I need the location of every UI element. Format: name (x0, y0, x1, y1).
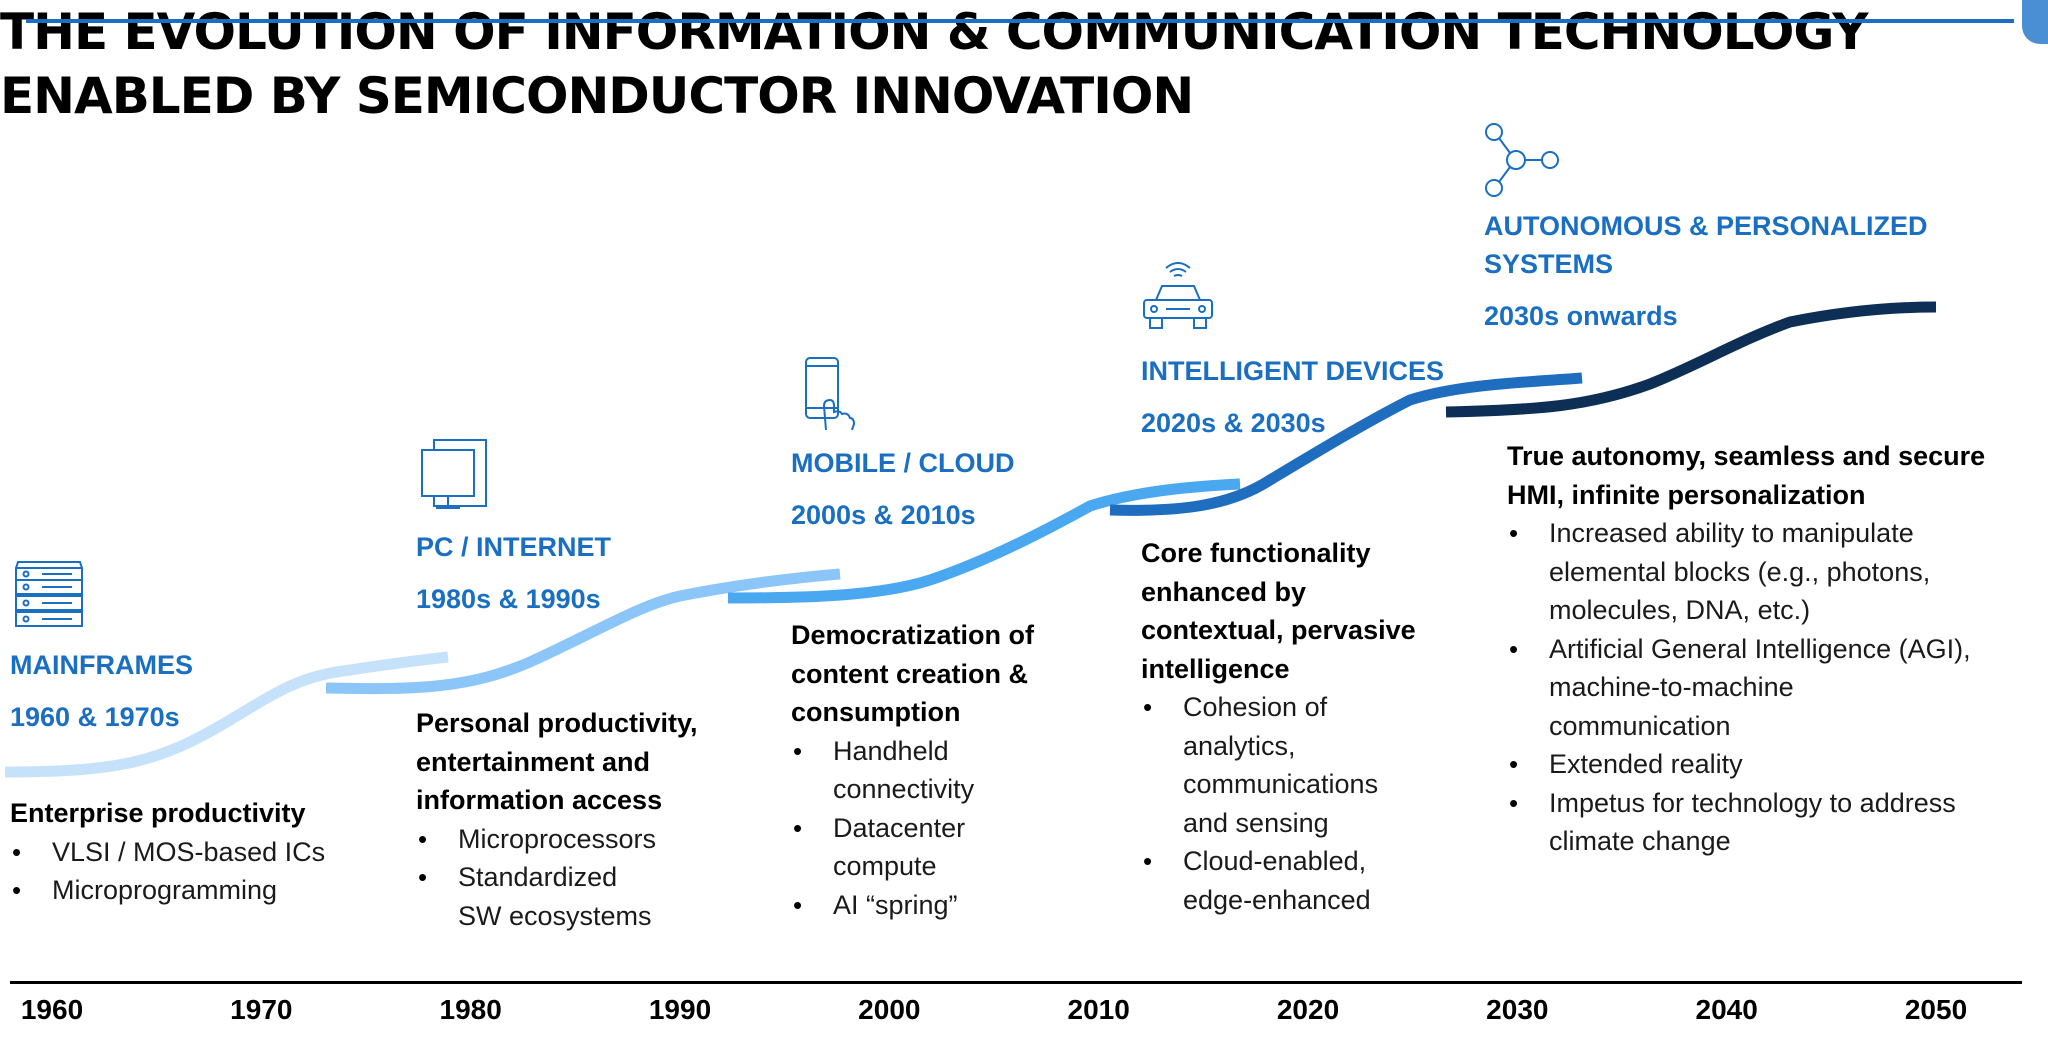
server-rack-icon (15, 561, 83, 627)
list-item: Cohesion of (1141, 688, 1416, 727)
title-line-1: THE EVOLUTION OF INFORMATION & COMMUNICA… (0, 3, 1869, 61)
curve-mobile-cloud (727, 478, 1241, 604)
list-item-continuation: connectivity (833, 774, 975, 804)
list-item-continuation: communication (1549, 710, 1731, 741)
network-nodes-icon (1485, 123, 1559, 197)
list-item: Extended reality (1507, 745, 1985, 784)
smartphone-touch-icon (805, 357, 856, 431)
era-autonomous-systems: AUTONOMOUS & PERSONALIZED SYSTEMS 2030s … (1484, 207, 1928, 335)
list-item-continuation: molecules, DNA, etc.) (1549, 595, 1811, 625)
desc-heading-line: entertainment and (416, 746, 651, 777)
list-item: Handheld (791, 732, 1034, 771)
curve-intelligent-devices (1109, 372, 1583, 516)
list-item: Cloud-enabled, (1141, 842, 1416, 881)
desc-pc-internet: Personal productivity, entertainment and… (416, 704, 698, 935)
era-name: MOBILE / CLOUD (791, 448, 1015, 478)
list-item-continuation: machine-to-machine (1549, 672, 1794, 702)
list-item: Increased ability to manipulate (1507, 514, 1985, 553)
tick-label-1980: 1980 (439, 994, 502, 1025)
era-period: 2000s & 2010s (791, 500, 976, 530)
list-item: Datacenter (791, 809, 1034, 848)
tick-label-2010: 2010 (1067, 994, 1130, 1025)
tick-label-1970: 1970 (230, 994, 293, 1025)
list-item: VLSI / MOS-based ICs (10, 833, 325, 872)
bullet-list: Increased ability to manipulate elementa… (1507, 514, 1985, 861)
connected-car-icon (1143, 262, 1213, 329)
list-item: Standardized (416, 858, 698, 897)
page-title: THE EVOLUTION OF INFORMATION & COMMUNICA… (0, 0, 1900, 128)
desc-mobile-cloud: Democratization of content creation & co… (791, 616, 1034, 924)
desc-heading-line: consumption (791, 697, 961, 727)
era-intelligent-devices: INTELLIGENT DEVICES 2020s & 2030s (1141, 352, 1444, 442)
list-item-continuation: climate change (1549, 826, 1731, 856)
curve-mainframes (4, 651, 449, 778)
bullet-list: Cohesion of analytics, communications an… (1141, 688, 1416, 919)
bullet-list: Microprocessors Standardized SW ecosyste… (416, 820, 698, 936)
list-item-continuation: SW ecosystems (458, 900, 652, 931)
desc-autonomous-systems: True autonomy, seamless and secure HMI, … (1507, 437, 1985, 861)
era-period: 2020s & 2030s (1141, 408, 1326, 438)
desc-heading-line: Personal productivity, (416, 708, 698, 738)
top-divider (26, 19, 2014, 23)
era-name-line-2: SYSTEMS (1484, 249, 1614, 279)
era-period: 2030s onwards (1484, 301, 1678, 331)
tick-label-1990: 1990 (648, 994, 712, 1025)
bullet-list: Handheld connectivity Datacenter compute… (791, 732, 1034, 925)
desc-heading: Enterprise productivity (10, 798, 306, 828)
list-item: AI “spring” (791, 886, 1034, 925)
list-item: Microprogramming (10, 871, 325, 910)
list-item-continuation: compute (833, 851, 937, 881)
list-item-continuation: analytics, (1183, 730, 1296, 761)
list-item: Artificial General Intelligence (AGI), (1507, 630, 1985, 669)
title-line-2: ENABLED BY SEMICONDUCTOR INNOVATION (0, 67, 1194, 125)
list-item-continuation: elemental blocks (e.g., photons, (1549, 556, 1931, 587)
desc-heading-line: True autonomy, seamless and secure (1507, 441, 1986, 471)
era-name-line-1: AUTONOMOUS & PERSONALIZED (1484, 211, 1928, 241)
desc-intelligent-devices: Core functionality enhanced by contextua… (1141, 534, 1416, 919)
era-name: INTELLIGENT DEVICES (1141, 356, 1445, 386)
era-period: 1980s & 1990s (416, 584, 601, 614)
era-name: MAINFRAMES (10, 650, 193, 680)
list-item-continuation: and sensing (1183, 807, 1329, 838)
desc-heading-line: content creation & (791, 658, 1029, 689)
tick-label-1960: 1960 (20, 994, 84, 1025)
list-item: Impetus for technology to address (1507, 784, 1985, 823)
desc-heading-line: information access (416, 785, 663, 815)
bullet-list: VLSI / MOS-based ICs Microprogramming (10, 833, 325, 910)
tick-label-2050: 2050 (1904, 994, 1968, 1025)
tick-label-2030: 2030 (1486, 994, 1549, 1025)
desc-heading-line: HMI, infinite personalization (1507, 479, 1866, 510)
era-mobile-cloud: MOBILE / CLOUD 2000s & 2010s (791, 444, 1015, 534)
desc-heading-line: contextual, pervasive (1141, 615, 1416, 645)
desc-heading-line: Democratization of (791, 620, 1035, 650)
era-pc-internet: PC / INTERNET 1980s & 1990s (416, 528, 611, 618)
curve-pc-internet (325, 568, 841, 695)
list-item-continuation: communications (1183, 769, 1379, 799)
era-period: 1960 & 1970s (10, 702, 180, 732)
desc-heading-line: intelligence (1141, 653, 1290, 684)
list-item-continuation: edge-enhanced (1183, 884, 1371, 915)
timeline-axis (10, 981, 2022, 984)
tick-label-2040: 2040 (1695, 994, 1758, 1025)
desc-heading-line: Core functionality (1141, 538, 1371, 568)
era-name: PC / INTERNET (416, 532, 612, 562)
desc-mainframes: Enterprise productivity VLSI / MOS-based… (10, 794, 325, 910)
desc-heading-line: enhanced by (1141, 576, 1307, 607)
corner-tab (2022, 0, 2048, 44)
list-item: Microprocessors (416, 820, 698, 859)
curve-autonomous-systems (1445, 301, 1937, 418)
tick-label-2020: 2020 (1276, 994, 1340, 1025)
era-mainframes: MAINFRAMES 1960 & 1970s (10, 646, 193, 736)
tick-label-2000: 2000 (858, 994, 921, 1025)
desktop-monitor-icon (421, 439, 487, 509)
